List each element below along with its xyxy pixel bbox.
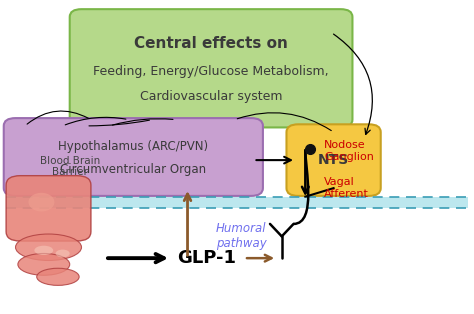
Text: Cardiovascular system: Cardiovascular system bbox=[140, 90, 283, 103]
Text: Nodose
Ganglion: Nodose Ganglion bbox=[324, 140, 374, 162]
Bar bbox=[6, 197, 468, 208]
Text: Feeding, Energy/Glucose Metabolism,: Feeding, Energy/Glucose Metabolism, bbox=[93, 65, 329, 78]
Text: Hypothalamus (ARC/PVN): Hypothalamus (ARC/PVN) bbox=[58, 140, 209, 153]
Text: Blood Brain
Barrier: Blood Brain Barrier bbox=[40, 155, 100, 177]
Ellipse shape bbox=[28, 193, 55, 211]
FancyBboxPatch shape bbox=[6, 176, 91, 241]
Text: Circumventricular Organ: Circumventricular Organ bbox=[60, 163, 206, 176]
Text: NTS: NTS bbox=[318, 153, 349, 167]
Text: Vagal
Afferent: Vagal Afferent bbox=[324, 177, 369, 199]
Text: Central effects on: Central effects on bbox=[134, 36, 288, 51]
Ellipse shape bbox=[35, 246, 53, 255]
FancyBboxPatch shape bbox=[4, 118, 263, 196]
Ellipse shape bbox=[36, 268, 79, 285]
Text: Humoral
pathway: Humoral pathway bbox=[216, 222, 266, 250]
Ellipse shape bbox=[18, 253, 70, 275]
FancyBboxPatch shape bbox=[286, 124, 381, 196]
Ellipse shape bbox=[55, 250, 70, 257]
Text: GLP-1: GLP-1 bbox=[177, 249, 236, 267]
FancyBboxPatch shape bbox=[70, 9, 353, 127]
Ellipse shape bbox=[16, 234, 82, 261]
